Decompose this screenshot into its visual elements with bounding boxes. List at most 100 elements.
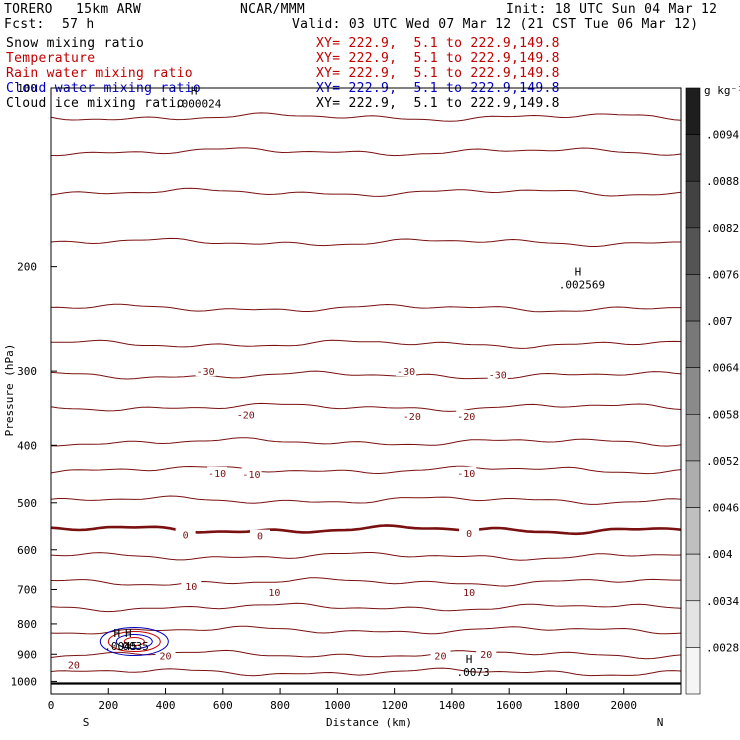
temperature-contour-0 [50, 524, 682, 536]
extremum-value: .000024 [175, 98, 222, 111]
contour-label-bg [459, 526, 480, 538]
x-tick-label: 400 [156, 699, 176, 712]
x-tick-label: 1400 [439, 699, 466, 712]
contour-label-bg [487, 368, 508, 380]
temperature-contour-labels: -30 -30 -30 -20 -20 -20 -10 -10 -10 0 0 0 10 10 10 20 20… [63, 365, 508, 672]
temperature-contour-label: 0 [466, 529, 472, 540]
y-axis-label: Pressure (hPa) [3, 344, 16, 437]
temperature-contour-label: 20 [434, 651, 446, 662]
extremum-marker: H [114, 627, 121, 640]
colorbar-label: .0052 [706, 455, 739, 468]
colorbar-swatch [685, 227, 701, 275]
y-tick-label: 800 [17, 618, 37, 631]
colorbar-label: .0082 [706, 222, 739, 235]
temperature-contours [50, 112, 682, 677]
contour-label-bg [396, 365, 417, 377]
colorbar-swatch [685, 274, 701, 322]
contour-label-bg [175, 528, 196, 540]
colorbar-swatch [685, 600, 701, 648]
cloud-water-contour [99, 627, 169, 657]
legend-xy-temperature: XY= 222.9, 5.1 to 222.9,149.8 [316, 51, 560, 66]
contour-label-bg [459, 586, 480, 598]
cloud-water-contour [107, 631, 161, 653]
x-tick-label: 1800 [553, 699, 580, 712]
extremum-value: .0035 [116, 640, 149, 653]
forecast-hours: 57 h [62, 17, 95, 32]
temperature-contour--20 [50, 402, 682, 412]
colorbar-label: .0064 [706, 362, 739, 375]
colorbar-label: .0058 [706, 408, 739, 421]
y-tick-label: 400 [17, 439, 37, 452]
colorbar-label: .0076 [706, 268, 739, 281]
colorbar-label: .0028 [706, 641, 739, 654]
temperature-contour--15 [51, 437, 682, 447]
legend-xy-cloud-ice: XY= 222.9, 5.1 to 222.9,149.8 [316, 96, 560, 111]
extremum-marker: H [466, 653, 473, 666]
contour-label-bg [195, 365, 216, 377]
contour-label-bg [401, 409, 422, 421]
colorbar-label: .0046 [706, 502, 739, 515]
contour-label-bg [430, 649, 451, 661]
colorbar: .0094 .0088 .0082 .0076 .007 .0064 .0058 .0052.… [685, 87, 739, 695]
x-tick-label: 2000 [610, 699, 637, 712]
x-axis-south-label: S [83, 716, 90, 729]
legend-xy-rain: XY= 222.9, 5.1 to 222.9,149.8 [316, 66, 560, 81]
colorbar-label: .007 [706, 315, 733, 328]
temperature-contour--25 [50, 370, 682, 380]
y-tick-label: 1000 [11, 675, 38, 688]
temperature-contour-10 [50, 577, 681, 587]
legend-label-rain: Rain water mixing ratio [6, 66, 193, 81]
contour-label-bg [235, 408, 256, 420]
temperature-contour-label: -10 [457, 469, 475, 480]
contour-label-bg [63, 658, 84, 670]
valid-time: Valid: 03 UTC Wed 07 Mar 12 (21 CST Tue … [292, 17, 699, 32]
temperature-contour-label: -30 [197, 367, 215, 378]
temperature-contour--50 [50, 147, 682, 157]
colorbar-label: .0088 [706, 175, 739, 188]
y-tick-label: 700 [17, 584, 37, 597]
model-name: TORERO [4, 2, 53, 17]
legend-label-temperature: Temperature [6, 51, 96, 66]
temperature-contour-label: 20 [480, 650, 492, 661]
legend-xy-snow: XY= 222.9, 5.1 to 222.9,149.8 [316, 36, 560, 51]
contour-label-bg [207, 466, 228, 478]
contour-label-bg [155, 649, 176, 661]
contour-label-bg [456, 466, 477, 478]
colorbar-swatch [685, 414, 701, 462]
mixing-ratio-contours [99, 627, 169, 657]
y-tick-label: 300 [17, 365, 37, 378]
center-name: NCAR/MMM [240, 2, 306, 17]
temperature-contour-15 [50, 602, 682, 613]
temperature-contour--5 [50, 495, 682, 505]
extremum-value: .0045 [104, 640, 137, 653]
x-tick-label: 600 [213, 699, 233, 712]
temperature-contour-label: 0 [257, 532, 263, 543]
temperature-contour-label: 10 [463, 588, 475, 599]
temperature-contour--40 [50, 237, 681, 247]
x-tick-label: 200 [98, 699, 118, 712]
plot-frame [50, 87, 682, 695]
temperature-contour-label: -20 [237, 411, 255, 422]
x-axis-label: Distance (km) [326, 716, 412, 729]
legend-label-snow: Snow mixing ratio [6, 36, 145, 51]
y-tick-label: 500 [17, 497, 37, 510]
x-tick-label: 800 [270, 699, 290, 712]
temperature-contour-label: 10 [185, 582, 197, 593]
temperature-contour--45 [50, 187, 682, 197]
extremum-value: .002569 [559, 279, 605, 292]
colorbar-swatch [685, 460, 701, 508]
contour-label-bg [250, 529, 271, 541]
temperature-contour-label: 20 [160, 652, 172, 663]
colorbar-swatch [685, 507, 701, 555]
x-tick-label: 1200 [381, 699, 408, 712]
x-tick-label: 1000 [324, 699, 351, 712]
temperature-contour--55 [50, 112, 682, 122]
colorbar-swatch [685, 553, 701, 602]
y-tick-label: 600 [17, 544, 37, 557]
model-resolution: 15km ARW [76, 2, 142, 17]
temperature-contour-30 [50, 667, 682, 677]
contour-label-bg [264, 586, 285, 598]
colorbar-swatch [685, 134, 701, 182]
extremum-marker: H [191, 85, 198, 98]
